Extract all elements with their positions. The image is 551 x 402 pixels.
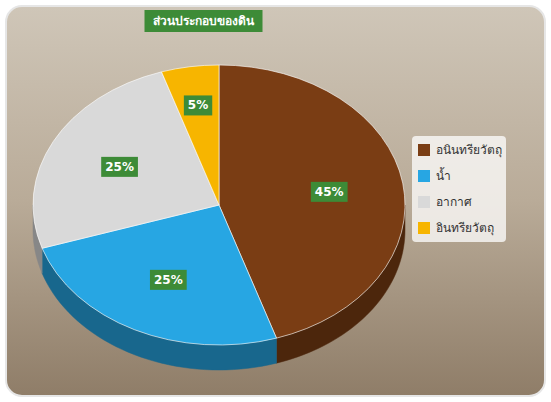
chart: 45% 25% 25% 5% ส่วนประกอบของดินอนินทรียวัตถุ…: [0, 0, 551, 402]
data-label: 25%: [154, 273, 183, 287]
title-bg: [145, 10, 263, 32]
legend-swatch: [418, 222, 430, 234]
data-label-bg: [311, 182, 348, 202]
data-label-bg: [101, 157, 138, 177]
legend: อนินทรียวัตถุน้ำอากาศอินทรียวัตถุ: [412, 136, 506, 242]
page-bg: [0, 0, 551, 402]
legend-swatch: [418, 170, 430, 182]
data-label: 25%: [105, 160, 134, 174]
title: ส่วนประกอบของดิน: [153, 14, 255, 28]
photo-bg: [6, 6, 545, 396]
pie-slices: [33, 65, 405, 345]
pie-slice: [33, 72, 219, 248]
pie-slice: [162, 65, 219, 205]
data-label-bg: [150, 270, 187, 290]
legend-swatch: [418, 144, 430, 156]
data-label: 45%: [315, 185, 344, 199]
legend-label: อากาศ: [436, 195, 472, 209]
legend-bg: [412, 136, 506, 242]
legend-label: อนินทรียวัตถุ: [436, 143, 502, 158]
data-labels: 45% 25% 25% 5%: [101, 95, 347, 289]
legend-label: น้ำ: [436, 167, 451, 183]
data-label-bg: [184, 95, 212, 115]
legend-swatch: [418, 196, 430, 208]
legend-label: อินทรียวัตถุ: [436, 221, 494, 236]
data-label: 5%: [188, 98, 208, 112]
